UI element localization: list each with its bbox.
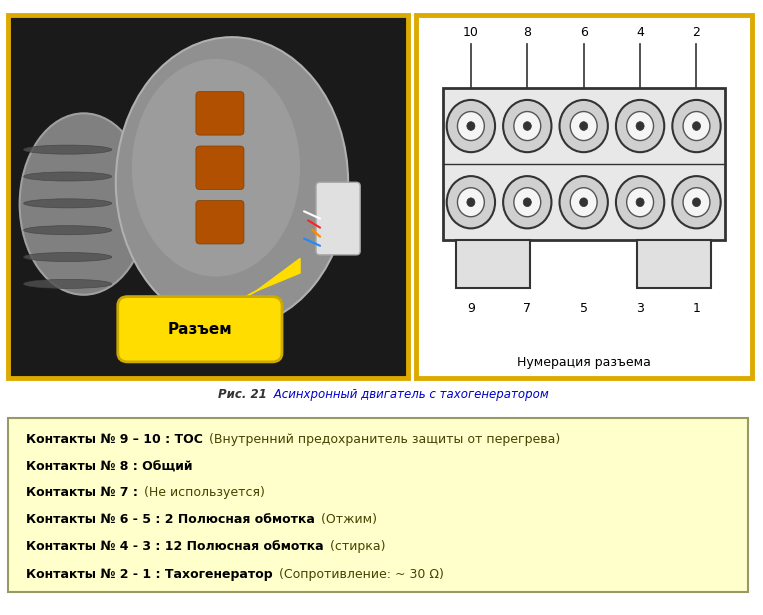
Text: 5: 5	[580, 302, 588, 315]
Text: 8: 8	[523, 26, 531, 39]
FancyBboxPatch shape	[8, 15, 408, 378]
Circle shape	[616, 100, 665, 152]
Text: Контакты № 2 - 1 : Тахогенератор: Контакты № 2 - 1 : Тахогенератор	[26, 568, 272, 581]
FancyBboxPatch shape	[196, 200, 244, 244]
Text: 1: 1	[693, 302, 700, 315]
Text: Контакты № 4 - 3 : 12 Полюсная обмотка: Контакты № 4 - 3 : 12 Полюсная обмотка	[26, 541, 324, 554]
Text: (Внутренний предохранитель защиты от перегрева): (Внутренний предохранитель защиты от пер…	[205, 434, 561, 446]
Circle shape	[559, 176, 608, 228]
Text: Контакты № 9 – 10 : ТОС: Контакты № 9 – 10 : ТОС	[26, 434, 203, 446]
Text: 2: 2	[693, 26, 700, 39]
Text: Асинхронный двигатель с тахогенератором: Асинхронный двигатель с тахогенератором	[270, 388, 549, 401]
Circle shape	[672, 100, 721, 152]
Ellipse shape	[24, 145, 112, 154]
Text: 3: 3	[636, 302, 644, 315]
Circle shape	[570, 188, 597, 216]
Text: 7: 7	[523, 302, 531, 315]
Text: Контакты № 6 - 5 : 2 Полюсная обмотка: Контакты № 6 - 5 : 2 Полюсная обмотка	[26, 513, 315, 526]
Circle shape	[523, 198, 531, 207]
Circle shape	[523, 122, 531, 130]
Text: Контакты № 8 : Общий: Контакты № 8 : Общий	[26, 460, 192, 474]
Circle shape	[580, 198, 588, 207]
Ellipse shape	[24, 279, 112, 288]
Circle shape	[636, 122, 644, 130]
Text: Рис. 21: Рис. 21	[218, 388, 267, 401]
Bar	[637, 240, 711, 288]
Circle shape	[626, 111, 654, 141]
FancyBboxPatch shape	[196, 146, 244, 189]
Circle shape	[626, 188, 654, 216]
Bar	[456, 240, 530, 288]
Circle shape	[458, 188, 485, 216]
Text: 10: 10	[463, 26, 479, 39]
Text: 6: 6	[580, 26, 588, 39]
Text: (Сопротивление: ~ 30 Ω): (Сопротивление: ~ 30 Ω)	[275, 568, 444, 581]
Circle shape	[636, 198, 644, 207]
Circle shape	[467, 122, 475, 130]
Text: Контакты № 7 :: Контакты № 7 :	[26, 486, 138, 499]
Text: 9: 9	[467, 302, 475, 315]
Text: Разъем: Разъем	[168, 322, 232, 337]
Circle shape	[672, 176, 721, 228]
Circle shape	[503, 100, 552, 152]
Ellipse shape	[24, 253, 112, 261]
Ellipse shape	[24, 226, 112, 235]
Ellipse shape	[20, 113, 148, 295]
Ellipse shape	[24, 172, 112, 181]
Circle shape	[467, 198, 475, 207]
Circle shape	[683, 188, 710, 216]
Circle shape	[513, 188, 541, 216]
Ellipse shape	[132, 59, 300, 277]
Circle shape	[503, 176, 552, 228]
Circle shape	[559, 100, 608, 152]
Bar	[443, 88, 725, 240]
Ellipse shape	[24, 199, 112, 208]
Circle shape	[683, 111, 710, 141]
Text: (Не используется): (Не используется)	[140, 486, 265, 499]
FancyBboxPatch shape	[8, 418, 748, 592]
Circle shape	[446, 176, 495, 228]
Circle shape	[446, 100, 495, 152]
Circle shape	[616, 176, 665, 228]
FancyBboxPatch shape	[196, 92, 244, 135]
Circle shape	[570, 111, 597, 141]
FancyBboxPatch shape	[416, 15, 752, 378]
Ellipse shape	[116, 37, 348, 327]
Circle shape	[693, 122, 700, 130]
FancyBboxPatch shape	[316, 182, 360, 255]
Polygon shape	[216, 258, 300, 313]
Circle shape	[458, 111, 485, 141]
Text: Нумерация разъема: Нумерация разъема	[517, 356, 651, 369]
Circle shape	[693, 198, 700, 207]
Text: (стирка): (стирка)	[326, 541, 385, 554]
Text: 4: 4	[636, 26, 644, 39]
Text: (Отжим): (Отжим)	[317, 513, 377, 526]
Circle shape	[513, 111, 541, 141]
Circle shape	[580, 122, 588, 130]
FancyBboxPatch shape	[118, 296, 282, 362]
